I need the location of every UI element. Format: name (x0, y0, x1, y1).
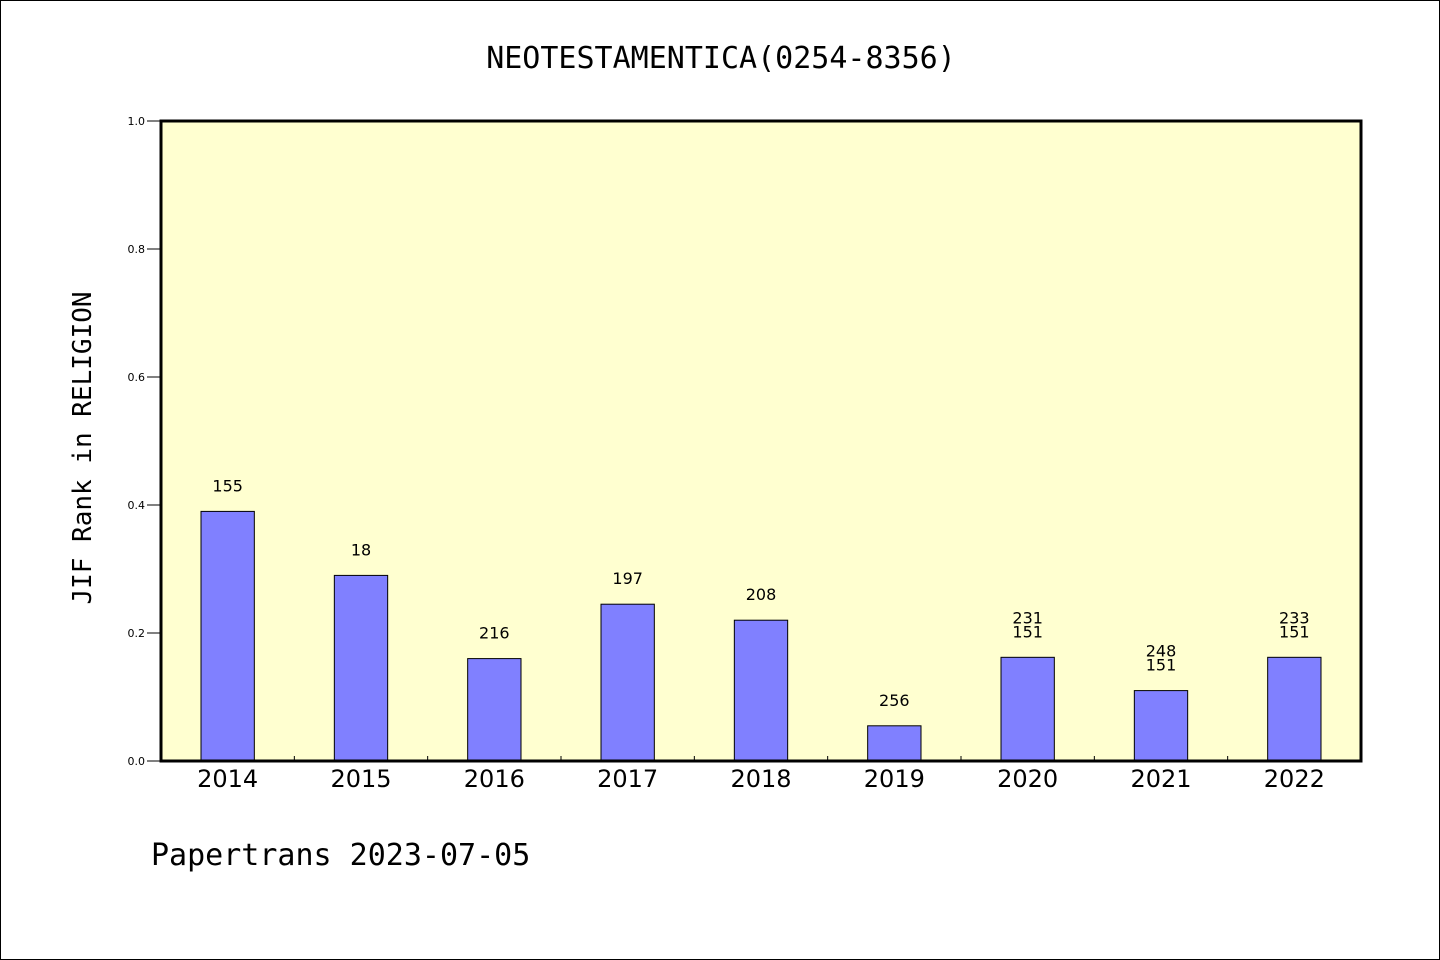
bar-label-2019-1: 256 (879, 691, 910, 710)
y-tick-label-2: 0.4 (128, 499, 146, 512)
x-tick-label-2018: 2018 (730, 765, 791, 793)
bar-2017 (600, 603, 655, 762)
bar-label-2017-1: 197 (612, 569, 643, 588)
footer-credit: Papertrans 2023-07-05 (151, 838, 530, 873)
bar-label-2018-1: 208 (746, 585, 777, 604)
x-axis-ticks: 2014 2015 2016 2017 2018 2019 2020 2021 2022 (197, 756, 1325, 793)
bar-label-2022-1: 233 (1279, 608, 1310, 627)
bar-2021 (1133, 690, 1189, 762)
x-tick-label-2016: 2016 (464, 765, 525, 793)
bar-2018 (733, 619, 789, 762)
bar-label-2015-1: 18 (351, 540, 371, 559)
bars-layer (200, 510, 1322, 762)
x-tick-label-2019: 2019 (864, 765, 925, 793)
bar-label-2021-1: 248 (1146, 642, 1177, 661)
x-tick-label-2021: 2021 (1130, 765, 1191, 793)
bar-label-2014-1: 155 (212, 476, 243, 495)
y-axis-label: JIF Rank in RELIGION (68, 291, 98, 604)
x-tick-label-2015: 2015 (330, 765, 391, 793)
bar-label-2020-1: 231 (1012, 608, 1043, 627)
bar-2019 (867, 725, 922, 762)
bar-label-2021-2: 151 (1146, 656, 1177, 675)
bar-2022 (1267, 656, 1322, 762)
y-tick-label-0: 0.0 (128, 755, 146, 768)
y-tick-label-3: 0.6 (128, 371, 146, 384)
y-tick-label-1: 0.2 (128, 627, 146, 640)
y-tick-label-4: 0.8 (128, 243, 146, 256)
y-axis-ticks: 0.0 0.2 0.4 0.6 0.8 1.0 (128, 115, 161, 768)
chart-title: NEOTESTAMENTICA(0254-8356) (486, 41, 956, 76)
x-tick-label-2014: 2014 (197, 765, 258, 793)
bar-2015 (333, 574, 389, 762)
bar-2016 (467, 658, 522, 762)
bar-2020 (1000, 656, 1055, 762)
y-tick-label-5: 1.0 (128, 115, 146, 128)
bar-label-2022-2: 151 (1279, 622, 1310, 641)
bar-label-2016-1: 216 (479, 624, 510, 643)
x-tick-label-2022: 2022 (1264, 765, 1325, 793)
bar-label-2020-2: 151 (1012, 622, 1043, 641)
x-tick-label-2020: 2020 (997, 765, 1058, 793)
plot-border (159, 119, 1363, 763)
bar-2014 (200, 510, 255, 762)
x-tick-label-2017: 2017 (597, 765, 658, 793)
